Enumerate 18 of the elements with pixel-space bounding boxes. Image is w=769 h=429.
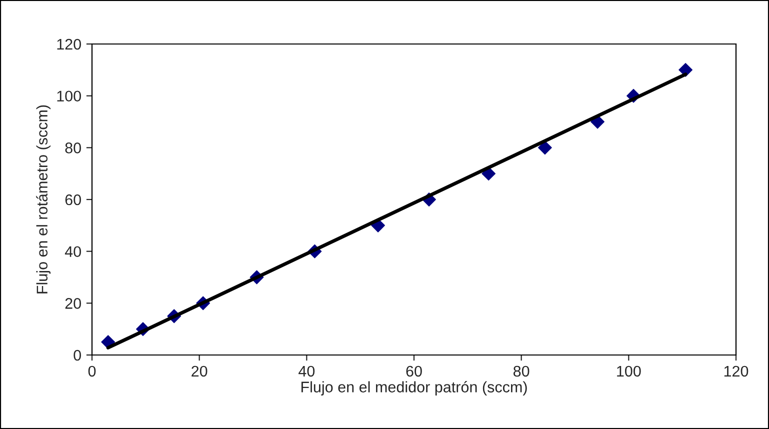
y-tick-label: 80	[65, 142, 81, 154]
x-tick-label: 100	[617, 366, 641, 377]
y-tick-label: 40	[64, 246, 81, 258]
y-tick-label: 20	[65, 298, 81, 309]
y-tick-label: 0	[74, 350, 81, 361]
x-tick-label: 120	[724, 366, 748, 377]
point	[482, 166, 496, 181]
y-tick-label: 100	[57, 90, 81, 102]
y-tick-label: 60	[65, 194, 81, 206]
x-tick-label: 80	[514, 366, 530, 377]
x-tick-label: 40	[298, 366, 315, 377]
x-axis-title: Flujo en el medidor patrón (sccm)	[301, 381, 527, 396]
y-axis-title: Flujo en el rotámetro (sccm)	[36, 105, 51, 294]
y-tick-label: 120	[57, 38, 81, 50]
point	[538, 140, 552, 155]
x-tick-label: 20	[192, 366, 208, 377]
x-tick-label: 0	[88, 366, 96, 377]
x-tick-label: 60	[406, 366, 422, 377]
